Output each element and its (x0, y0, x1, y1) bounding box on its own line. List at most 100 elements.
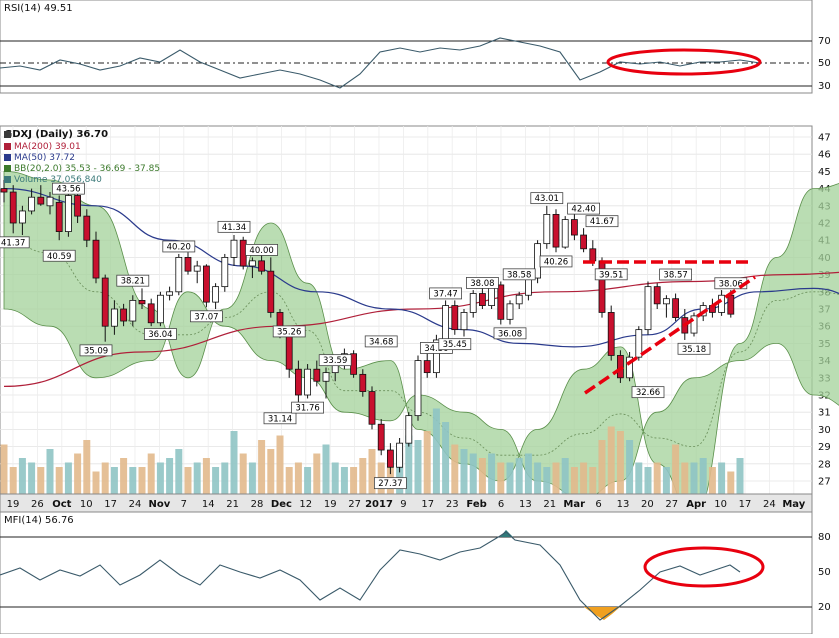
volume-bar (9, 467, 17, 494)
candle-body (120, 308, 127, 322)
price-label-text: 35.09 (84, 346, 108, 356)
volume-bar (497, 462, 505, 494)
x-tick-label: 20 (641, 499, 654, 510)
volume-bar (727, 471, 735, 494)
price-label: 31.76 (291, 401, 325, 414)
volume-bar (193, 462, 201, 494)
x-tick-label: Dec (271, 499, 292, 510)
x-tick-label: 2017 (365, 499, 393, 510)
x-tick-label: 6 (498, 499, 504, 510)
support-trendline (584, 275, 756, 395)
candle-body (83, 215, 91, 241)
candle-body (497, 284, 505, 320)
volume-bar (561, 458, 569, 494)
candle-body (28, 196, 36, 212)
candle-body (359, 373, 367, 392)
price-label-text: 39.51 (599, 270, 623, 280)
volume-bar (570, 467, 578, 494)
volume-bar (28, 462, 36, 494)
mfi-tick-50: 50 (818, 567, 831, 578)
volume-bar (184, 467, 192, 494)
price-label-box (493, 327, 527, 340)
candle-body (129, 299, 137, 322)
volume-bar (239, 453, 247, 494)
volume-bar (83, 440, 91, 494)
volume-bar (294, 462, 302, 494)
price-label-box (52, 182, 85, 195)
candle-body (147, 303, 155, 324)
candle-body (571, 219, 578, 236)
price-label-text: 37.47 (433, 289, 457, 299)
y-tick-label: 29 (818, 442, 831, 453)
candle-body (313, 368, 321, 382)
volume-bar (313, 453, 321, 494)
price-label-text: 41.37 (1, 238, 25, 248)
price-label-text: 38.57 (663, 270, 687, 280)
volume-bar (64, 462, 72, 494)
x-tick-label: 17 (739, 499, 752, 510)
mfi-tick-80: 80 (818, 532, 831, 543)
legend-marker-volume (4, 176, 11, 183)
price-label-text: 43.01 (535, 194, 559, 204)
candle-body (460, 312, 468, 331)
price-label: 41.37 (0, 236, 30, 248)
candle-body (580, 234, 587, 250)
volume-bar (442, 422, 450, 494)
rsi-tick-30: 30 (818, 81, 831, 92)
x-tick-label: 14 (202, 499, 215, 510)
y-tick-label: 46 (818, 150, 831, 161)
x-tick-label: May (782, 499, 805, 510)
candle-body (202, 265, 210, 303)
price-label-box (429, 287, 463, 300)
volume-bar (368, 449, 376, 494)
x-tick-label: 9 (400, 499, 406, 510)
x-tick-label: 7 (181, 499, 187, 510)
volume-bar (580, 462, 588, 494)
mfi-line (0, 531, 741, 621)
candle-body (396, 442, 404, 468)
volume-bar (221, 462, 229, 494)
volume-bar (276, 435, 284, 494)
price-label: 43.01 (530, 192, 564, 204)
volume-bar (0, 444, 8, 494)
candle-body (718, 294, 725, 313)
price-label-box (373, 477, 407, 490)
price-label-box (364, 335, 398, 348)
price-label-box (162, 240, 196, 253)
candle-body (690, 315, 698, 334)
price-label-text: 27.37 (378, 479, 402, 489)
volume-bar (304, 467, 312, 494)
price-label-box (465, 277, 499, 289)
price-label: 40.26 (539, 255, 573, 267)
volume-bar (616, 431, 624, 494)
volume-bar (653, 462, 661, 494)
price-label: 39.51 (594, 268, 628, 280)
candle-body (166, 291, 174, 296)
candle-body (193, 265, 201, 272)
candle-body (607, 312, 615, 356)
volume-bar (469, 453, 477, 494)
volume-bar (589, 467, 597, 494)
rsi-title: RSI(14) 49.51 (4, 3, 73, 14)
rsi-panel: RSI(14) 49.51 70 50 30 (0, 0, 831, 94)
candle-body (221, 256, 229, 288)
x-tick-label: 26 (31, 499, 44, 510)
volume-bar (672, 444, 680, 494)
volume-bar (681, 462, 689, 494)
price-labels: 41.37 43.56 40.59 35.09 38.21 36.04 40.20 37.07… (0, 182, 748, 490)
price-label-box (318, 354, 352, 367)
x-tick-label: Oct (52, 499, 71, 510)
candle-body (386, 449, 394, 468)
volume-bar (267, 449, 275, 494)
candle-body (92, 239, 100, 279)
candle-body (46, 196, 54, 207)
price-label: 31.14 (263, 412, 297, 424)
price-label: 34.68 (364, 335, 398, 348)
volume-bar (405, 435, 413, 494)
legend-ma50: MA(50) 37.72 (14, 153, 75, 163)
volume-bar (396, 453, 404, 494)
legend-ma200: MA(200) 39.01 (14, 142, 81, 152)
volume-bar (74, 453, 82, 494)
price-label-text: 35.26 (277, 327, 301, 337)
